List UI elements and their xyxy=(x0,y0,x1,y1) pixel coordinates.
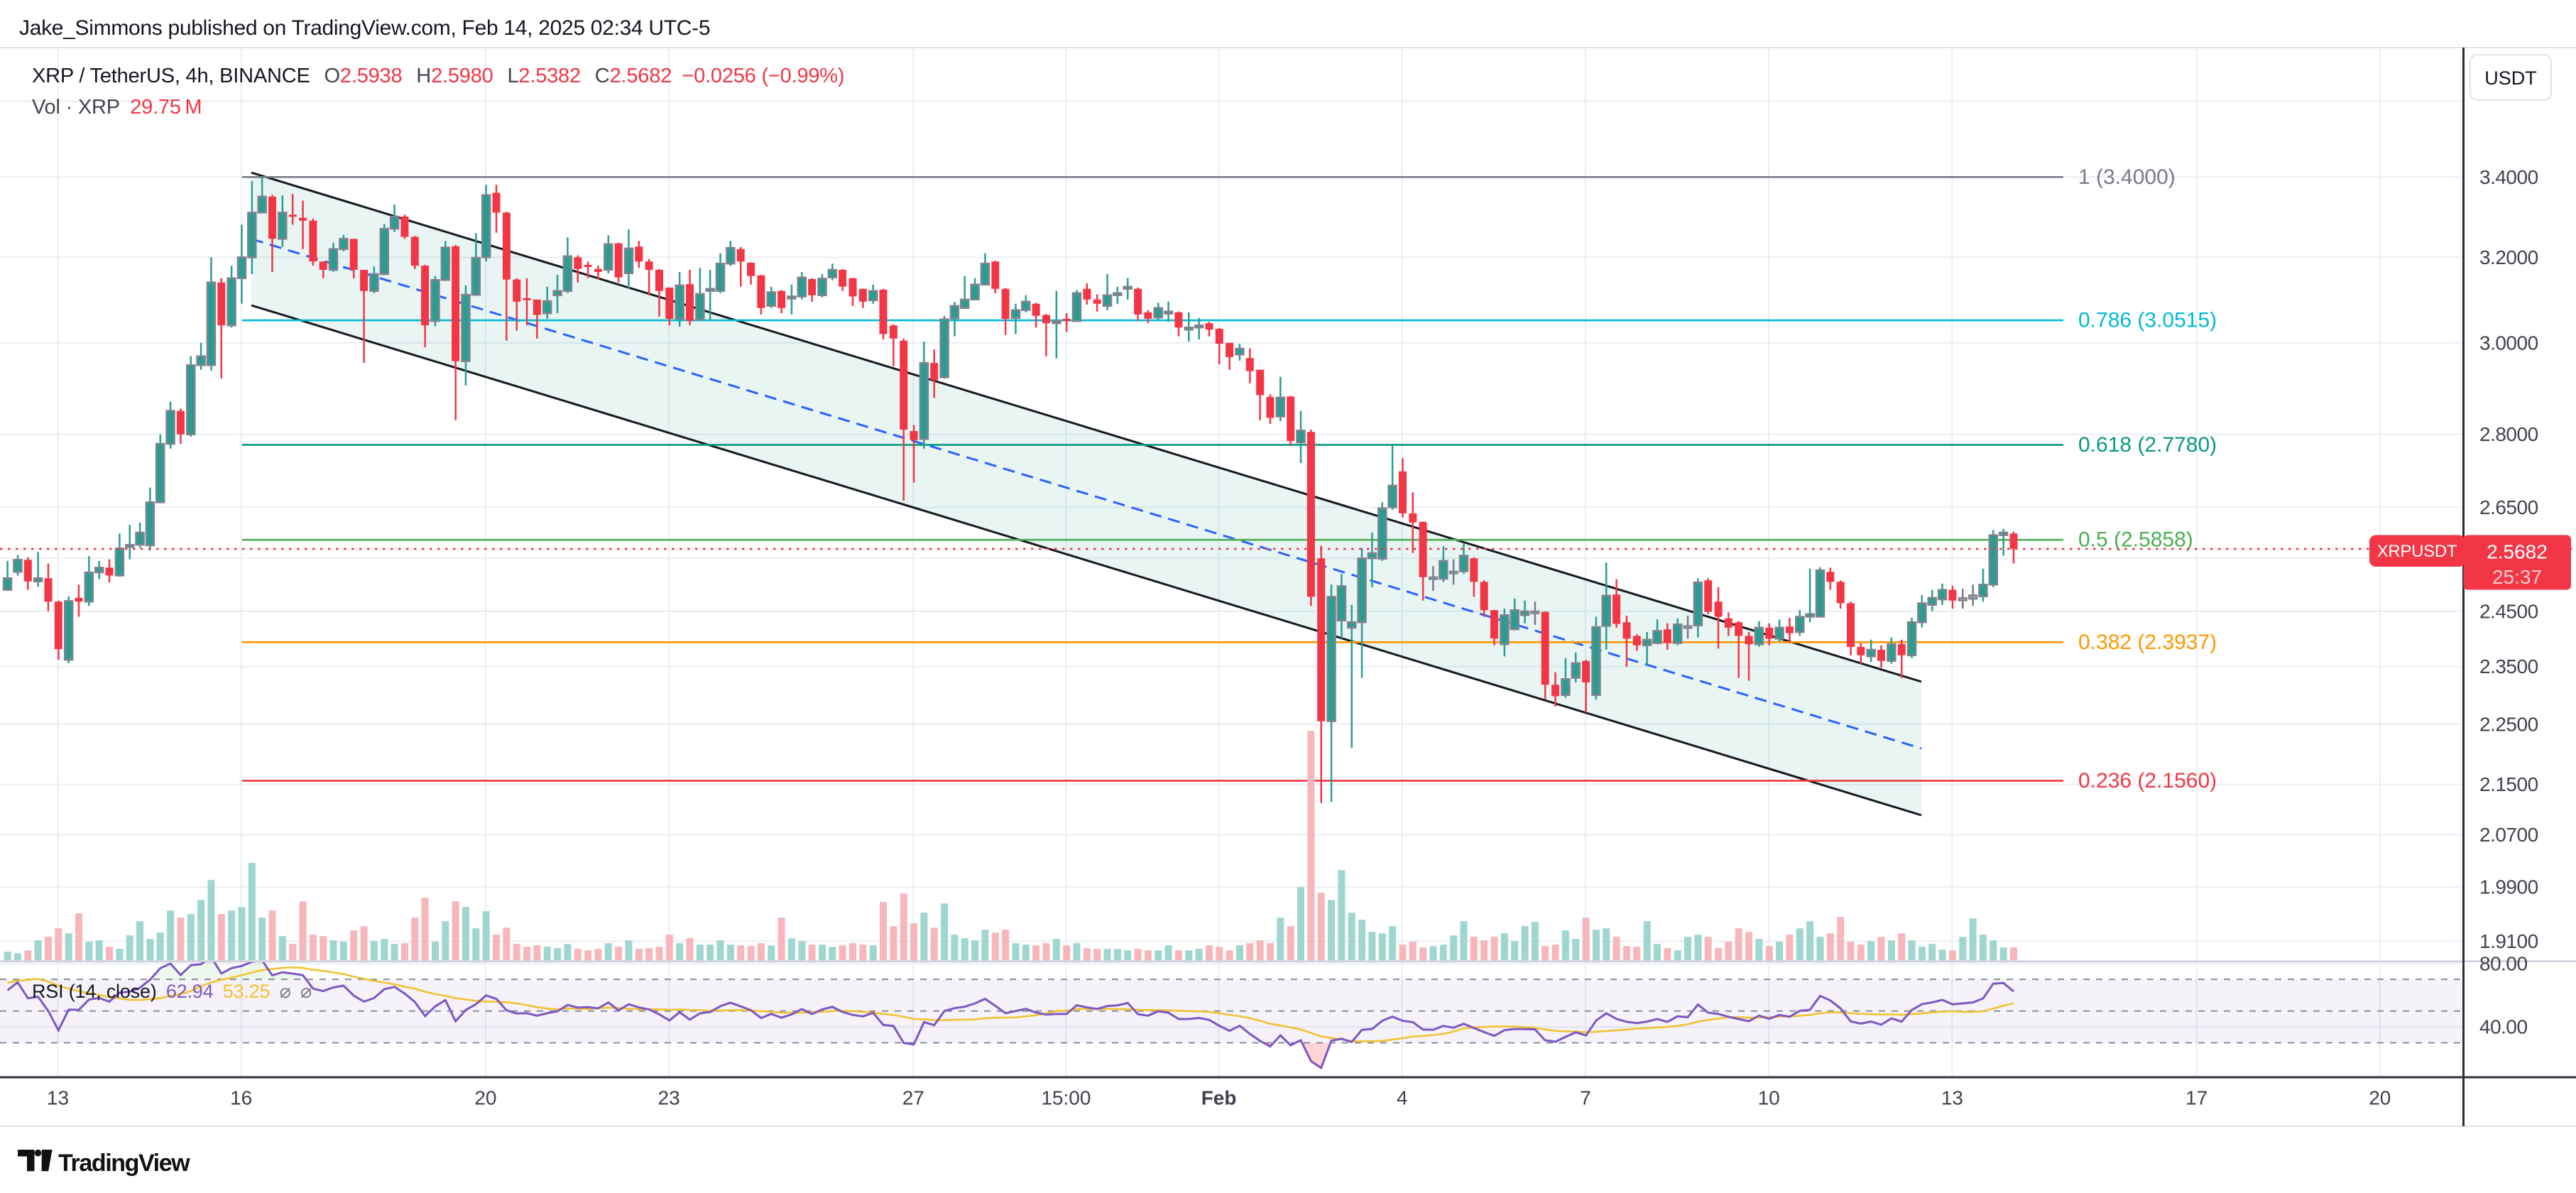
svg-text:Jake_Simmons published on Trad: Jake_Simmons published on TradingView.co… xyxy=(19,16,710,40)
svg-text:40.00: 40.00 xyxy=(2479,1016,2528,1038)
svg-text:13: 13 xyxy=(1941,1087,1963,1109)
svg-text:1.9900: 1.9900 xyxy=(2479,876,2538,898)
svg-text:1 (3.4000): 1 (3.4000) xyxy=(2078,165,2176,189)
svg-text:23: 23 xyxy=(658,1087,680,1109)
svg-text:Vol · XRP 29.75 M: Vol · XRP 29.75 M xyxy=(32,96,202,119)
svg-text:2.8000: 2.8000 xyxy=(2479,423,2538,445)
svg-text:27: 27 xyxy=(902,1087,924,1109)
svg-text:2.4500: 2.4500 xyxy=(2479,600,2538,622)
svg-text:16: 16 xyxy=(230,1087,252,1109)
svg-text:2.5682: 2.5682 xyxy=(2487,541,2548,563)
svg-text:17: 17 xyxy=(2185,1087,2207,1109)
svg-text:2.0700: 2.0700 xyxy=(2479,824,2538,846)
svg-text:4: 4 xyxy=(1397,1087,1408,1109)
svg-text:0.618 (2.7780): 0.618 (2.7780) xyxy=(2078,433,2217,457)
svg-text:2.1500: 2.1500 xyxy=(2479,773,2538,795)
svg-text:7: 7 xyxy=(1580,1087,1591,1109)
svg-text:1.9100: 1.9100 xyxy=(2479,930,2538,952)
svg-text:0.382 (2.3937): 0.382 (2.3937) xyxy=(2078,631,2217,654)
svg-text:20: 20 xyxy=(474,1087,496,1109)
svg-text:2.6500: 2.6500 xyxy=(2479,496,2538,518)
svg-text:80.00: 80.00 xyxy=(2479,952,2528,974)
svg-text:25:37: 25:37 xyxy=(2492,566,2542,588)
svg-text:RSI (14, close) 62.94 53.25 ⌀: RSI (14, close) 62.94 53.25 ⌀ ⌀ xyxy=(32,981,312,1002)
svg-text:USDT: USDT xyxy=(2484,67,2537,89)
svg-text:15:00: 15:00 xyxy=(1041,1087,1091,1109)
svg-text:2.2500: 2.2500 xyxy=(2479,713,2538,735)
svg-text:10: 10 xyxy=(1758,1087,1780,1109)
svg-text:TradingView: TradingView xyxy=(58,1150,190,1177)
svg-text:XRPUSDT: XRPUSDT xyxy=(2377,542,2457,561)
svg-text:3.4000: 3.4000 xyxy=(2479,166,2538,188)
svg-text:Feb: Feb xyxy=(1201,1087,1237,1109)
svg-text:3.0000: 3.0000 xyxy=(2479,332,2538,354)
svg-text:3.2000: 3.2000 xyxy=(2479,246,2538,268)
svg-text:20: 20 xyxy=(2369,1087,2391,1109)
svg-text:0.786 (3.0515): 0.786 (3.0515) xyxy=(2078,309,2217,332)
svg-text:13: 13 xyxy=(47,1087,69,1109)
svg-text:0.5 (2.5858): 0.5 (2.5858) xyxy=(2078,528,2193,552)
svg-text:0.236 (2.1560): 0.236 (2.1560) xyxy=(2078,769,2217,792)
svg-text:XRP / TetherUS, 4h, BINANCE O: XRP / TetherUS, 4h, BINANCE O2.5938 H2.5… xyxy=(32,65,844,87)
svg-text:2.3500: 2.3500 xyxy=(2479,655,2538,677)
